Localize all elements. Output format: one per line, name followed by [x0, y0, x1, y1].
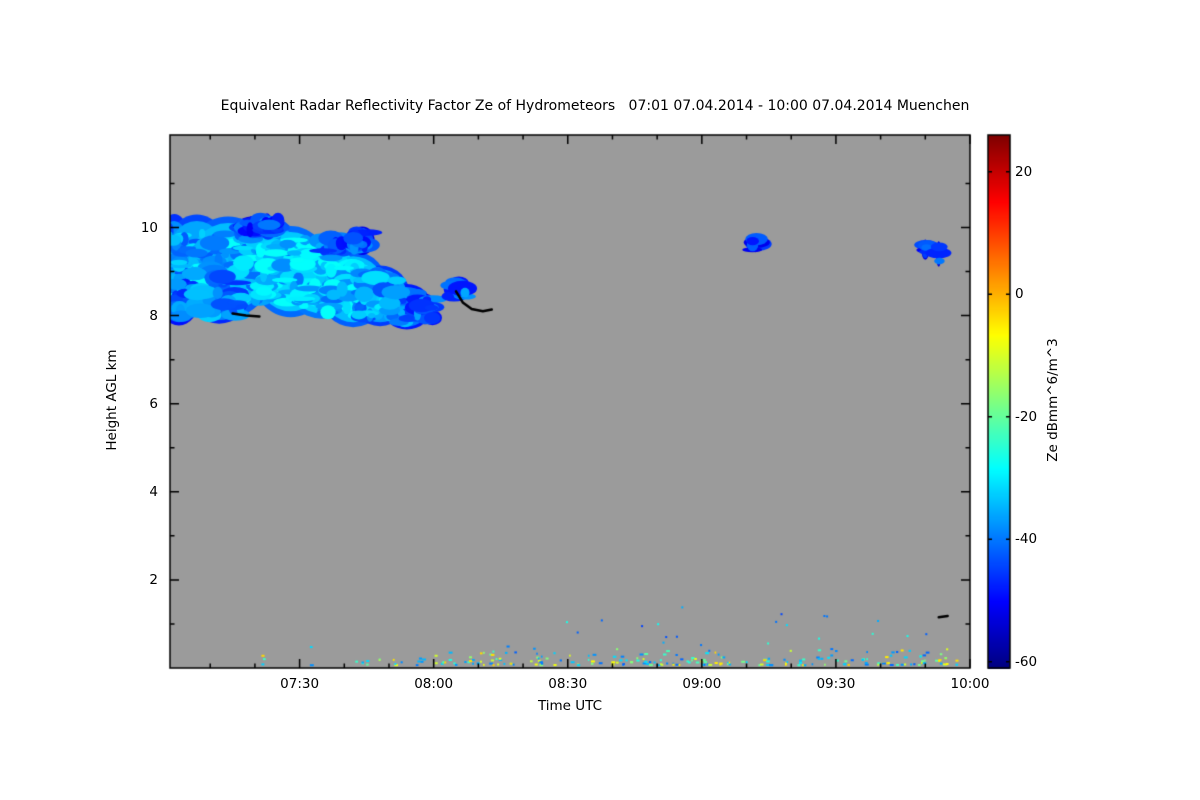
- y-tick-label-6: 6: [149, 395, 158, 412]
- colorbar-tick-label--20: -20: [1015, 408, 1038, 425]
- y-tick-label-10: 10: [140, 219, 158, 236]
- colorbar-tick-label-0: 0: [1015, 286, 1024, 303]
- y-tick-label-4: 4: [149, 483, 158, 500]
- x-tick-label-09:00: 09:00: [682, 676, 722, 692]
- x-tick-label-08:30: 08:30: [548, 676, 588, 692]
- x-tick-label-09:30: 09:30: [816, 676, 856, 692]
- chart-title: Equivalent Radar Reflectivity Factor Ze …: [220, 98, 970, 114]
- x-tick-label-07:30: 07:30: [280, 676, 320, 692]
- x-axis-label: Time UTC: [537, 698, 603, 714]
- y-tick-label-2: 2: [149, 571, 158, 588]
- x-tick-label-10:00: 10:00: [950, 676, 990, 692]
- colorbar-tick-label-20: 20: [1015, 163, 1033, 180]
- x-tick-label-08:00: 08:00: [414, 676, 454, 692]
- colorbar-label: Ze dBmm^6/m^3: [1045, 338, 1061, 462]
- y-tick-label-8: 8: [149, 307, 158, 324]
- colorbar-tick-label--60: -60: [1015, 653, 1038, 670]
- colorbar-tick-label--40: -40: [1015, 531, 1038, 548]
